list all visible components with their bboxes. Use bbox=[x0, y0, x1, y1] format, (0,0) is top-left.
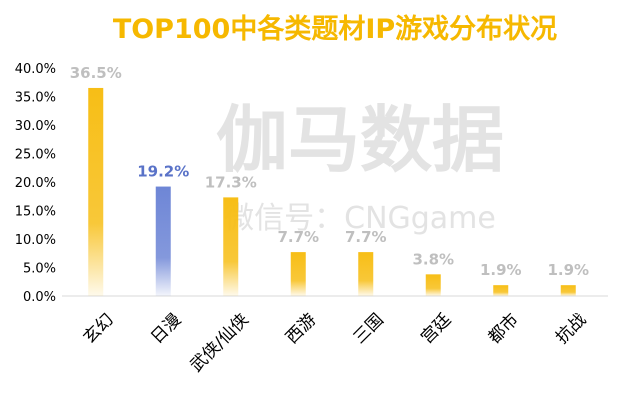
y-tick-label: 40.0% bbox=[15, 62, 56, 77]
value-label-3: 17.3% bbox=[205, 173, 257, 191]
value-label-6: 3.8% bbox=[412, 250, 454, 268]
value-labels: 36.5% 19.2% 17.3% 7.7% 7.7% 3.8% 1.9% 1.9% bbox=[70, 64, 589, 279]
y-tick-label: 10.0% bbox=[15, 233, 56, 248]
y-tick-label: 30.0% bbox=[15, 119, 56, 134]
chart-title: TOP100中各类题材IP游戏分布状况 bbox=[113, 13, 557, 45]
watermark-text: 伽马数据 bbox=[216, 98, 504, 182]
x-tick-label-3: 武侠/仙侠 bbox=[186, 310, 252, 376]
bar-1 bbox=[88, 87, 104, 296]
y-tick-label: 25.0% bbox=[15, 148, 56, 163]
x-tick-label-4: 西游 bbox=[282, 310, 320, 348]
y-tick-label: 35.0% bbox=[15, 91, 56, 106]
x-tick-label-8: 抗战 bbox=[552, 310, 590, 348]
bars-group bbox=[88, 87, 576, 296]
x-tick-label-2: 日漫 bbox=[147, 310, 185, 348]
bar-5 bbox=[358, 252, 374, 296]
value-label-4: 7.7% bbox=[277, 228, 319, 246]
bar-7 bbox=[493, 285, 509, 296]
x-axis-ticks: 玄幻 日漫 武侠/仙侠 西游 三国 宫廷 都市 抗战 bbox=[80, 310, 591, 376]
value-label-7: 1.9% bbox=[480, 261, 522, 279]
bar-4 bbox=[290, 252, 306, 296]
x-tick-label-5: 三国 bbox=[350, 310, 388, 348]
bar-3 bbox=[223, 197, 239, 296]
x-tick-label-1: 玄幻 bbox=[80, 310, 118, 348]
value-label-5: 7.7% bbox=[345, 228, 387, 246]
y-tick-label: 5.0% bbox=[23, 262, 56, 277]
watermark-subtext: 微信号：CNGgame bbox=[224, 201, 496, 236]
bar-6 bbox=[425, 274, 441, 296]
x-tick-label-7: 都市 bbox=[485, 310, 523, 348]
value-label-8: 1.9% bbox=[547, 261, 589, 279]
bar-2 bbox=[155, 186, 171, 296]
y-tick-label: 20.0% bbox=[15, 176, 56, 191]
value-label-2: 19.2% bbox=[137, 163, 189, 181]
y-tick-label: 0.0% bbox=[23, 290, 56, 305]
value-label-1: 36.5% bbox=[70, 64, 122, 82]
y-tick-label: 15.0% bbox=[15, 205, 56, 220]
y-axis-ticks: 0.0% 5.0% 10.0% 15.0% 20.0% 25.0% 30.0% 35.0% 40… bbox=[15, 62, 56, 305]
bar-8 bbox=[560, 285, 576, 296]
x-tick-label-6: 宫廷 bbox=[417, 310, 455, 348]
